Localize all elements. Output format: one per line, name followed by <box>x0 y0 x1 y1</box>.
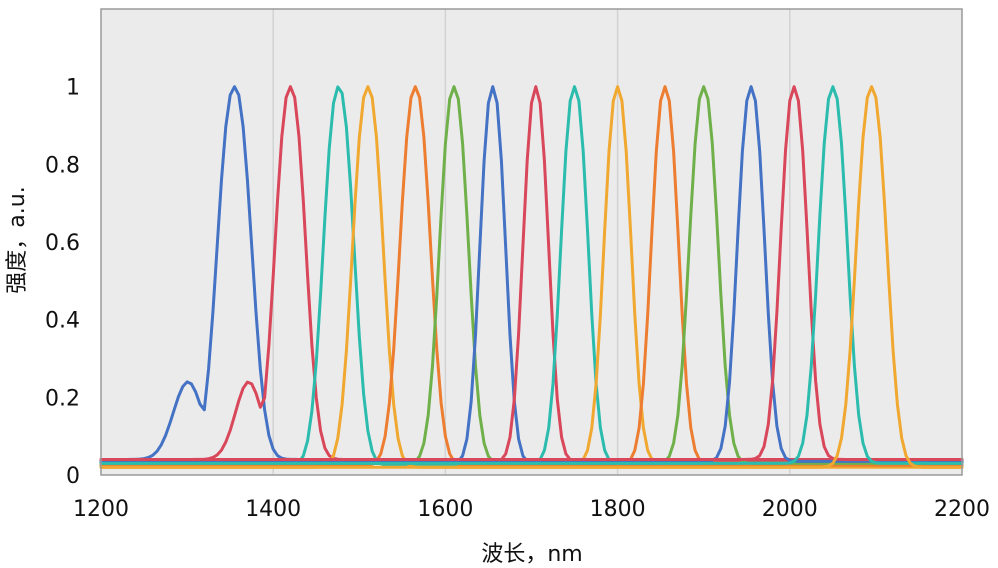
plot-border <box>100 8 963 476</box>
y-tick-labels: 0 0.2 0.4 0.6 0.8 1 <box>45 76 80 489</box>
y-tick-label: 0.6 <box>45 231 80 256</box>
x-tick-labels: 1200 1400 1600 1800 2000 2200 <box>73 497 990 522</box>
x-tick-label: 1200 <box>73 497 129 522</box>
spectrum-line-16 <box>99 85 964 469</box>
spectrum-line-14 <box>99 85 964 461</box>
y-tick-label: 0 <box>66 464 80 489</box>
x-tick-label: 2000 <box>762 497 818 522</box>
y-tick-label: 0.8 <box>45 153 80 178</box>
y-tick-label: 0.2 <box>45 386 80 411</box>
x-axis-title: 波长，nm <box>481 542 582 567</box>
y-tick-label: 1 <box>66 76 80 101</box>
x-tick-label: 2200 <box>934 497 990 522</box>
series-lines <box>99 85 964 469</box>
spectrum-line-15 <box>99 85 964 465</box>
spectrum-line-13 <box>99 85 964 463</box>
spectrum-line-5 <box>99 85 964 467</box>
y-tick-label: 0.4 <box>45 309 80 334</box>
y-axis-title: 强度，a.u. <box>5 186 30 293</box>
x-tick-label: 1800 <box>590 497 646 522</box>
x-tick-label: 1600 <box>417 497 473 522</box>
plot-area <box>101 9 962 475</box>
x-tick-label: 1400 <box>245 497 301 522</box>
